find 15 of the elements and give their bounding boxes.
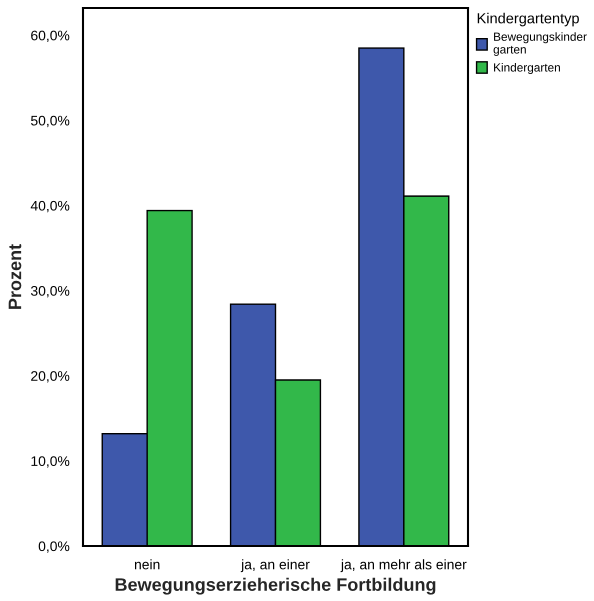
y-tick-label: 30,0%: [30, 286, 70, 298]
y-tick-label: 20,0%: [31, 371, 70, 383]
x-tick-label: ja, an einer: [240, 559, 310, 572]
x-tick-label: nein: [134, 559, 160, 570]
x-axis-title: Bewegungserzieherische Fortbildung: [116, 578, 436, 595]
y-axis-title: Prozent: [8, 244, 22, 309]
y-tick-label: 50,0%: [30, 116, 70, 128]
y-tick-label: 40,0%: [30, 200, 70, 212]
y-tick-label: 0,0%: [38, 541, 70, 553]
y-tick-label: 60,0%: [31, 30, 70, 42]
legend-label: Kindergarten: [494, 62, 560, 74]
y-tick-label: 10,0%: [31, 456, 70, 468]
x-tick-label: ja, an mehr als einer: [340, 559, 467, 572]
legend-label: Bewegungskinder garten: [494, 32, 587, 56]
legend-title: Kindergartentyp: [478, 12, 579, 26]
